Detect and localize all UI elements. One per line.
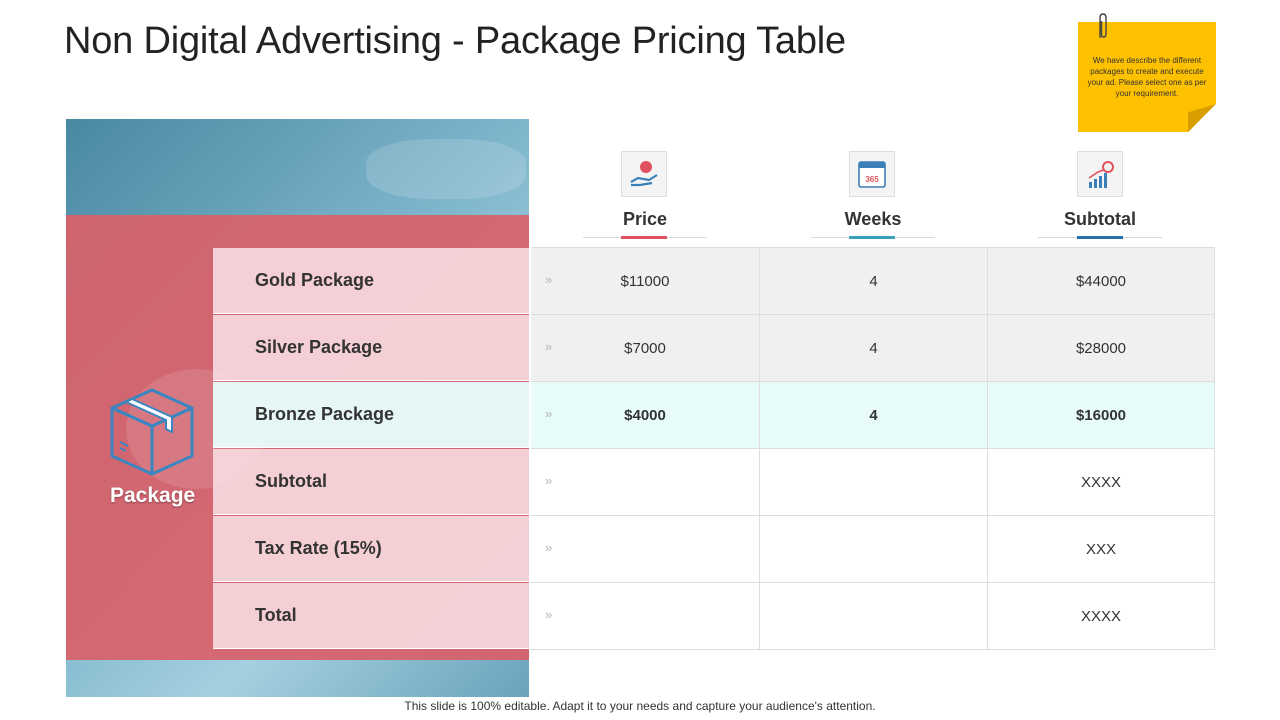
table-row-label: Subtotal [213,449,529,515]
row-label-gold: Gold Package [255,270,375,290]
table-cell-subtotal: XXXX [988,449,1215,516]
table-cell-weeks [760,583,988,650]
table-cell-subtotal: XXX [988,516,1215,583]
table-cell-subtotal: XXXX [988,583,1215,650]
chevron-right-icon: » [545,272,553,287]
column-header-price: Price [622,209,668,229]
table-row-label: Tax Rate (15%) [213,516,529,582]
growth-chart-icon [1077,151,1123,197]
footer-text: This slide is 100% editable. Adapt it to… [404,699,876,713]
calendar-365-icon: 365 [849,151,895,197]
table-cell-subtotal: $28000 [988,315,1215,382]
row-label-total: Total [255,605,297,625]
table-row-label: Bronze Package [213,382,529,448]
chevron-right-icon: » [545,540,553,555]
table-cell-weeks [760,449,988,516]
column-accent-subtotal [1077,236,1123,239]
table-row-label: Total [213,583,529,649]
row-label-tax: Tax Rate (15%) [255,538,382,558]
table-cell-subtotal: $16000 [988,382,1215,449]
table-cell-weeks: 4 [760,315,988,382]
table-cell-price: $7000 [531,315,760,382]
column-accent-price [621,236,667,239]
table-cell-weeks: 4 [760,248,988,315]
chevron-right-icon: » [545,607,553,622]
table-cell-price: $4000 [531,382,760,449]
sticky-note-text: We have describe the different packages … [1087,56,1207,98]
table-cell-price [531,516,760,583]
chevron-right-icon: » [545,339,553,354]
table-row-label: Silver Package [213,315,529,381]
table-cell-price: $11000 [531,248,760,315]
photo-highlight [366,139,526,199]
row-label-silver: Silver Package [255,337,383,357]
chevron-right-icon: » [545,406,553,421]
table-cell-subtotal: $44000 [988,248,1215,315]
box-icon [110,388,194,476]
table-row-label: Gold Package [213,248,529,314]
row-label-subtotal: Subtotal [255,471,327,491]
calendar-text: 365 [865,175,879,184]
column-header-subtotal: Subtotal [1064,209,1136,229]
chevron-right-icon: » [545,473,553,488]
row-label-bronze: Bronze Package [255,404,395,424]
hand-money-icon [621,151,667,197]
table-cell-weeks [760,516,988,583]
column-header-weeks: Weeks [844,209,902,229]
slide-title: Non Digital Advertising - Package Pricin… [64,20,846,62]
column-accent-weeks [849,236,895,239]
table-cell-price [531,449,760,516]
table-cell-price [531,583,760,650]
paperclip-icon [1099,13,1107,38]
package-label: Package [110,484,196,507]
table-cell-weeks: 4 [760,382,988,449]
